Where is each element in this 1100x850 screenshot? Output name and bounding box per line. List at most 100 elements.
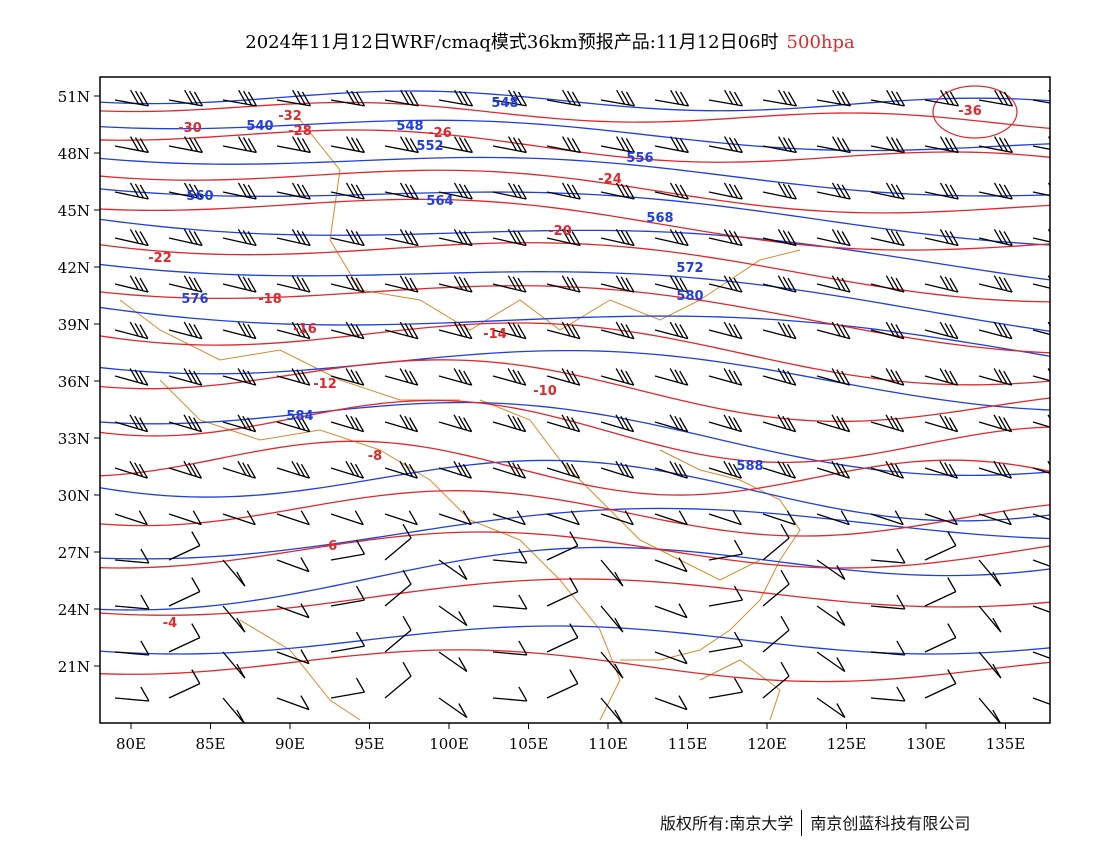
wind-barb — [168, 321, 203, 340]
wind-barb — [438, 605, 468, 627]
wind-barb — [438, 651, 468, 673]
wind-barb — [924, 368, 959, 386]
lat-tick-label: 45N — [58, 202, 90, 220]
boundary-line — [239, 619, 361, 721]
wind-barb — [492, 548, 528, 564]
temperature-contour-label: -22 — [148, 251, 172, 266]
wind-barb — [762, 368, 797, 386]
wind-barb — [546, 414, 581, 433]
wind-barb — [816, 89, 852, 107]
wind-barb — [762, 275, 797, 293]
wind-barb — [816, 697, 846, 719]
wind-barb — [654, 321, 689, 340]
temperature-contour — [100, 649, 1050, 683]
wind-barb — [492, 275, 527, 293]
wind-barb — [600, 559, 624, 587]
height-contour-label: 580 — [676, 289, 703, 304]
wind-barb — [276, 414, 311, 433]
wind-barb — [114, 460, 149, 479]
wind-barb — [168, 182, 203, 200]
wind-barb — [654, 414, 689, 433]
wind-barb — [222, 697, 246, 723]
wind-barb — [1032, 651, 1050, 659]
wind-barb — [978, 182, 1013, 200]
wind-barb — [114, 228, 149, 247]
wind-barb — [600, 460, 635, 479]
wind-barb — [168, 368, 203, 386]
wind-barb — [600, 136, 635, 154]
wind-barb — [924, 623, 957, 653]
wind-barb — [114, 686, 150, 702]
wind-barb — [438, 368, 473, 386]
wind-barb — [1032, 697, 1050, 705]
wind-barb — [384, 615, 412, 653]
wind-barb — [978, 136, 1013, 154]
wind-barb — [816, 275, 851, 293]
wind-barb — [276, 557, 310, 573]
height-contour — [100, 218, 1050, 281]
wind-barb — [330, 89, 366, 107]
wind-barb — [384, 569, 412, 607]
height-contour-label: 556 — [626, 151, 653, 166]
lat-tick-label: 51N — [58, 88, 90, 106]
wind-barb — [438, 182, 473, 200]
wind-barb — [600, 510, 634, 526]
temperature-contour-label: -8 — [368, 449, 382, 464]
wind-barb — [276, 182, 311, 200]
wind-barb — [816, 510, 850, 526]
wind-barb — [924, 577, 957, 607]
lon-tick-label: 105E — [509, 735, 549, 753]
wind-barb — [114, 548, 150, 564]
wind-barb — [222, 460, 257, 479]
chart-title: 2024年11月12日WRF/cmaq模式36km预报产品:11月12日06时 5… — [0, 28, 1100, 54]
wind-barb — [924, 182, 959, 200]
wind-barb — [708, 136, 743, 154]
wind-barb — [168, 669, 201, 699]
temperature-contour — [100, 101, 1050, 130]
wind-barb — [924, 531, 957, 561]
wind-barb — [546, 89, 582, 107]
wind-barb — [708, 228, 743, 247]
height-contour — [100, 349, 1050, 411]
lat-tick-label: 36N — [58, 373, 90, 391]
wind-barb — [1032, 513, 1050, 521]
wind-barb — [546, 136, 581, 154]
temperature-contour-label: -32 — [278, 109, 302, 124]
map-frame — [99, 76, 1051, 724]
wind-barb — [546, 228, 581, 247]
wind-barb — [168, 89, 204, 107]
wind-barb — [384, 275, 419, 293]
wind-barb — [546, 182, 581, 200]
wind-barb — [600, 697, 624, 723]
wind-barb — [114, 89, 150, 107]
height-contour-label: 584 — [286, 409, 313, 424]
axis-layer: 51N 48N 45N 42N 39N 36N 33N 30N 27N 24N 21N 80E 85E 9… — [58, 88, 1026, 753]
wind-barb — [276, 510, 310, 526]
temperature-contour-label: -26 — [428, 126, 452, 141]
copyright-text: 版权所有:南京大学 — [660, 814, 794, 833]
temperature-contour — [100, 129, 1050, 163]
wind-barb — [870, 594, 906, 610]
wind-barb — [276, 649, 310, 665]
lon-tick-label: 135E — [986, 735, 1026, 753]
wind-barb — [708, 631, 744, 653]
temperature-contour-label: -18 — [258, 292, 282, 307]
wind-barb — [924, 89, 960, 107]
wind-barb — [492, 510, 526, 526]
wind-barb — [492, 460, 527, 479]
wind-barb — [870, 368, 905, 386]
wind-barb — [708, 182, 743, 200]
boundary-line — [620, 449, 801, 661]
height-contour-label: 572 — [676, 261, 703, 276]
wind-barb — [168, 414, 203, 433]
wind-barb — [222, 182, 257, 200]
wind-barb — [384, 460, 419, 479]
wind-barb — [384, 414, 419, 433]
wind-barb — [870, 275, 905, 293]
wind-barb — [978, 89, 1014, 107]
wind-barb — [492, 182, 527, 200]
wind-barb — [276, 460, 311, 479]
contour-label-layer: 548 540 548 552 556 560 564 568 572 576 580 584 588 -… — [148, 96, 982, 631]
wind-barb — [762, 228, 797, 247]
wind-barb — [330, 321, 365, 340]
